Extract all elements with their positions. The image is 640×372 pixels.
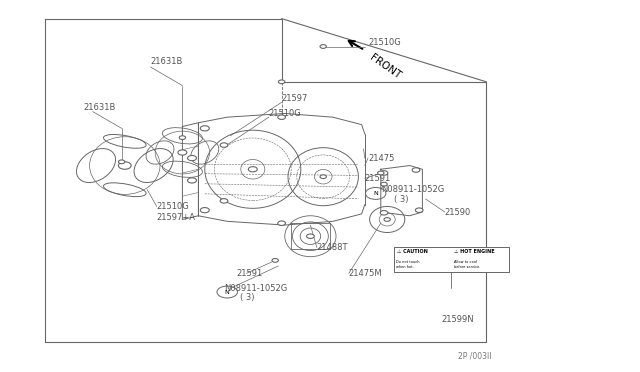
Circle shape (220, 199, 228, 203)
Circle shape (188, 155, 196, 161)
Circle shape (320, 45, 326, 48)
Text: N: N (373, 191, 378, 196)
Text: 21590: 21590 (445, 208, 471, 217)
Text: 21475M: 21475M (349, 269, 383, 278)
Text: N08911-1052G: N08911-1052G (224, 284, 287, 293)
Circle shape (380, 171, 388, 175)
FancyBboxPatch shape (394, 247, 509, 272)
Circle shape (320, 175, 326, 179)
Text: ( 3): ( 3) (394, 195, 408, 203)
Text: N: N (225, 289, 230, 295)
Circle shape (307, 234, 314, 238)
Text: 21488T: 21488T (317, 243, 348, 252)
Circle shape (179, 136, 186, 140)
Circle shape (188, 178, 196, 183)
Circle shape (118, 160, 125, 164)
Circle shape (378, 171, 384, 175)
Text: 21631B: 21631B (150, 57, 183, 66)
Text: 21591: 21591 (365, 174, 391, 183)
Circle shape (380, 211, 388, 215)
Text: 21597+A: 21597+A (157, 213, 196, 222)
Circle shape (278, 115, 285, 119)
Text: 21475: 21475 (368, 154, 394, 163)
Circle shape (220, 143, 228, 147)
Circle shape (415, 208, 423, 212)
Circle shape (200, 208, 209, 213)
Text: 21597: 21597 (282, 94, 308, 103)
Text: 21510G: 21510G (368, 38, 401, 47)
Text: 21510G: 21510G (157, 202, 189, 211)
Text: 21591: 21591 (237, 269, 263, 278)
Circle shape (118, 162, 131, 169)
Text: 21631B: 21631B (83, 103, 116, 112)
Text: 2P /003II: 2P /003II (458, 352, 491, 361)
Circle shape (178, 150, 187, 155)
Text: ⚠ HOT ENGINE: ⚠ HOT ENGINE (454, 249, 495, 254)
Circle shape (412, 168, 420, 172)
Circle shape (381, 182, 387, 186)
Circle shape (248, 167, 257, 172)
Text: Do not touch
when hot.: Do not touch when hot. (396, 260, 420, 269)
Circle shape (278, 221, 285, 225)
Text: Allow to cool
before service.: Allow to cool before service. (454, 260, 480, 269)
Text: 21510G: 21510G (269, 109, 301, 118)
Text: ⚠ CAUTION: ⚠ CAUTION (397, 249, 428, 254)
Circle shape (272, 259, 278, 262)
Text: ( 3): ( 3) (240, 293, 255, 302)
Text: 21599N: 21599N (442, 315, 474, 324)
Text: N08911-1052G: N08911-1052G (381, 185, 444, 194)
Circle shape (278, 80, 285, 84)
Text: FRONT: FRONT (368, 52, 403, 80)
Circle shape (200, 126, 209, 131)
Circle shape (384, 218, 390, 221)
